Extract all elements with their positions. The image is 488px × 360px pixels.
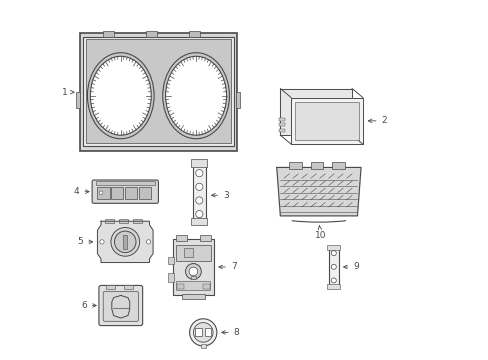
Bar xyxy=(183,248,192,257)
Bar xyxy=(124,285,133,289)
Bar xyxy=(310,162,323,169)
Ellipse shape xyxy=(87,53,154,139)
Ellipse shape xyxy=(330,251,336,256)
Bar xyxy=(295,102,358,140)
Bar xyxy=(199,234,211,241)
Bar xyxy=(190,276,196,279)
Bar xyxy=(195,328,202,336)
Text: 5: 5 xyxy=(77,237,93,246)
Ellipse shape xyxy=(100,240,104,244)
Text: 4: 4 xyxy=(74,187,89,196)
Bar xyxy=(182,294,204,299)
Ellipse shape xyxy=(165,56,226,135)
Bar xyxy=(175,244,211,261)
Bar xyxy=(191,219,207,225)
Bar xyxy=(106,285,115,289)
Bar xyxy=(123,235,127,249)
Bar xyxy=(102,31,113,37)
Text: 6: 6 xyxy=(81,301,96,310)
Bar xyxy=(188,31,199,37)
Bar xyxy=(332,162,344,169)
FancyBboxPatch shape xyxy=(92,180,158,203)
Bar xyxy=(278,129,285,132)
Text: 2: 2 xyxy=(367,116,386,125)
Polygon shape xyxy=(290,98,362,144)
Bar xyxy=(83,37,233,146)
Text: 9: 9 xyxy=(343,262,358,271)
Polygon shape xyxy=(97,221,153,262)
Ellipse shape xyxy=(195,211,203,218)
Bar xyxy=(235,92,239,108)
Polygon shape xyxy=(276,167,360,216)
FancyBboxPatch shape xyxy=(99,285,142,325)
Ellipse shape xyxy=(185,264,201,279)
Ellipse shape xyxy=(163,53,229,139)
Bar xyxy=(119,220,128,223)
Bar xyxy=(326,245,340,250)
Ellipse shape xyxy=(330,278,336,283)
Bar xyxy=(133,220,142,223)
Bar xyxy=(145,31,156,37)
Bar xyxy=(326,284,340,289)
Bar xyxy=(172,239,214,295)
Bar xyxy=(278,123,285,126)
Bar xyxy=(104,220,113,223)
Bar xyxy=(86,39,230,143)
Bar xyxy=(111,187,123,199)
Bar xyxy=(80,33,237,151)
Bar xyxy=(191,159,207,167)
FancyBboxPatch shape xyxy=(103,292,138,321)
Bar xyxy=(192,160,206,223)
Ellipse shape xyxy=(195,197,203,204)
Ellipse shape xyxy=(193,323,213,342)
Ellipse shape xyxy=(189,319,217,346)
Bar xyxy=(204,328,211,336)
Bar xyxy=(175,234,187,241)
Text: 1: 1 xyxy=(61,87,74,96)
Bar xyxy=(168,257,174,264)
Ellipse shape xyxy=(146,240,150,244)
Text: 10: 10 xyxy=(314,225,326,240)
Text: 7: 7 xyxy=(218,262,236,271)
Bar xyxy=(76,92,80,108)
Ellipse shape xyxy=(111,228,139,256)
Ellipse shape xyxy=(195,183,203,190)
Bar xyxy=(289,162,301,169)
Text: 3: 3 xyxy=(211,191,228,200)
Text: 8: 8 xyxy=(221,328,239,337)
Bar xyxy=(201,344,205,348)
Ellipse shape xyxy=(189,267,197,276)
Polygon shape xyxy=(280,89,351,135)
Bar xyxy=(328,246,338,288)
Ellipse shape xyxy=(99,191,102,194)
Bar xyxy=(203,284,209,289)
Ellipse shape xyxy=(114,231,136,253)
Bar xyxy=(278,118,285,121)
Bar xyxy=(176,282,210,291)
Bar xyxy=(97,187,109,199)
Ellipse shape xyxy=(195,170,203,177)
Bar xyxy=(125,187,137,199)
Ellipse shape xyxy=(330,264,336,269)
Bar xyxy=(139,187,151,199)
Ellipse shape xyxy=(90,56,151,135)
Bar xyxy=(177,284,183,289)
Bar xyxy=(168,273,174,282)
Bar xyxy=(96,181,155,185)
